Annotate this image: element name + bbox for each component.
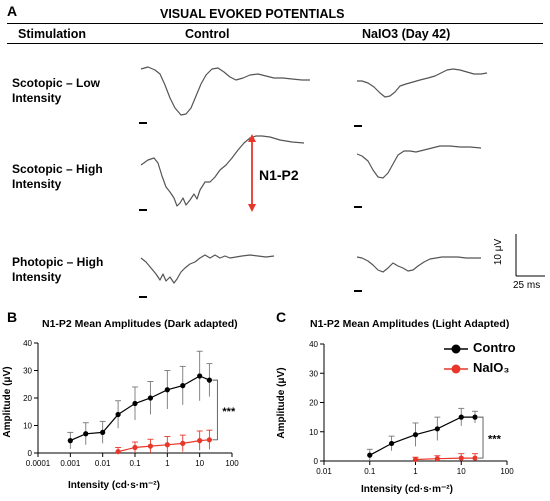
data-point xyxy=(164,387,170,393)
row-label-scotopic-low: Scotopic – Low Intensity xyxy=(12,76,100,106)
significance-bracket xyxy=(478,416,484,459)
col-header-control: Control xyxy=(185,27,230,41)
panel-a-title: VISUAL EVOKED POTENTIALS xyxy=(160,7,345,21)
trace-control-scotopic-high xyxy=(140,135,305,207)
y-tick-label: 20 xyxy=(23,394,32,403)
x-tick-label: 0.01 xyxy=(316,467,332,476)
data-point xyxy=(206,377,212,383)
data-point xyxy=(147,443,154,449)
data-point xyxy=(132,400,138,407)
data-point xyxy=(388,440,395,447)
data-point xyxy=(206,437,212,443)
significance-bracket xyxy=(212,379,218,441)
row-label-scotopic-high: Scotopic – High Intensity xyxy=(12,162,103,192)
data-point xyxy=(412,432,419,438)
legend-c: Contro NaIO₃ xyxy=(443,340,543,382)
data-point xyxy=(197,373,203,379)
x-tick-label: 100 xyxy=(225,459,239,468)
data-point xyxy=(83,431,89,437)
x-tick-label: 0.1 xyxy=(364,467,376,476)
data-point xyxy=(180,383,186,389)
chart-c-title: N1-P2 Mean Amplitudes (Light Adapted) xyxy=(310,318,510,330)
chart-b-title: N1-P2 Mean Amplitudes (Dark adapted) xyxy=(42,318,238,330)
series-line xyxy=(117,439,210,453)
header-rule xyxy=(7,23,543,24)
significance-label: *** xyxy=(222,406,236,418)
x-tick-label: 0.001 xyxy=(60,459,81,468)
n1p2-arrow xyxy=(248,134,256,212)
data-point xyxy=(412,456,419,463)
x-tick-label: 1 xyxy=(165,459,170,468)
y-tick-label: 10 xyxy=(23,422,32,431)
data-point xyxy=(197,438,203,444)
legend-label-control: Contro xyxy=(473,340,516,355)
panel-a-letter: A xyxy=(7,3,18,19)
series-line xyxy=(415,457,475,461)
x-tick-label: 0.01 xyxy=(95,459,111,468)
data-point xyxy=(180,440,186,446)
chart-c-xlabel: Intensity (cd·s·m⁻²) xyxy=(361,484,453,495)
x-tick-label: 0.1 xyxy=(129,459,141,468)
trace-nalo3-scotopic-high xyxy=(356,145,482,179)
row-label-photopic-high: Photopic – High Intensity xyxy=(12,255,103,285)
y-tick-label: 0 xyxy=(28,449,33,458)
row-label-line1: Scotopic – High xyxy=(12,162,103,176)
panel-b-letter: B xyxy=(7,309,18,325)
row-label-line2: Intensity xyxy=(12,177,62,191)
significance-label: *** xyxy=(488,434,502,446)
y-tick-label: 40 xyxy=(23,339,32,348)
y-tick-label: 20 xyxy=(309,399,318,408)
data-point xyxy=(472,414,478,420)
vep-traces xyxy=(139,66,545,298)
data-point xyxy=(458,455,464,461)
row-label-line2: Intensity xyxy=(12,270,62,284)
trace-nalo3-photopic-high xyxy=(356,256,481,273)
chart-c: 0 10 20 30 40 0.01 0.1 1 10 100 *** xyxy=(309,340,514,476)
series-line xyxy=(369,416,475,456)
series-line xyxy=(70,375,210,442)
data-point xyxy=(434,456,440,462)
scale-bar-y-label: 10 μV xyxy=(493,238,504,266)
trace-control-photopic-high xyxy=(140,254,275,284)
y-tick-label: 30 xyxy=(23,367,32,376)
data-point xyxy=(367,452,373,458)
y-tick-label: 0 xyxy=(314,457,319,466)
panel-c-letter: C xyxy=(276,309,287,325)
x-tick-label: 1 xyxy=(413,467,418,476)
legend-label-nalo3: NaIO₃ xyxy=(473,360,510,375)
chart-b-xlabel: Intensity (cd·s·m⁻²) xyxy=(68,480,160,491)
data-point xyxy=(115,449,121,455)
x-tick-label: 100 xyxy=(500,467,514,476)
y-tick-label: 30 xyxy=(309,369,318,378)
y-tick-label: 40 xyxy=(309,340,318,349)
data-point xyxy=(458,414,464,420)
scale-bar-x-label: 25 ms xyxy=(513,280,541,291)
row-label-line1: Scotopic – Low xyxy=(12,76,101,90)
x-tick-label: 10 xyxy=(195,459,204,468)
data-point xyxy=(132,444,138,451)
data-point xyxy=(67,438,73,444)
legend-marker-control xyxy=(444,344,468,354)
data-point xyxy=(115,411,121,418)
y-tick-label: 10 xyxy=(309,428,318,437)
row-label-line1: Photopic – High xyxy=(12,255,104,269)
n1p2-label: N1-P2 xyxy=(259,167,299,183)
legend-marker-nalo3 xyxy=(444,364,468,374)
chart-b: 0 10 20 30 40 0.0001 0.001 0.01 0.1 1 10 100 *** xyxy=(23,339,239,468)
x-tick-label: 0.0001 xyxy=(26,459,51,468)
col-header-nalo3: NaIO3 (Day 42) xyxy=(362,27,451,41)
row-label-line2: Intensity xyxy=(12,91,62,105)
data-point xyxy=(434,426,440,432)
x-tick-label: 10 xyxy=(457,467,466,476)
data-point xyxy=(164,442,170,448)
data-point xyxy=(472,455,478,461)
data-point xyxy=(147,395,154,401)
header-bottom-rule xyxy=(7,43,543,44)
trace-control-scotopic-low xyxy=(140,66,310,116)
trace-nalo3-scotopic-low xyxy=(357,68,488,98)
data-point xyxy=(100,429,106,435)
col-header-stimulation: Stimulation xyxy=(18,27,87,41)
